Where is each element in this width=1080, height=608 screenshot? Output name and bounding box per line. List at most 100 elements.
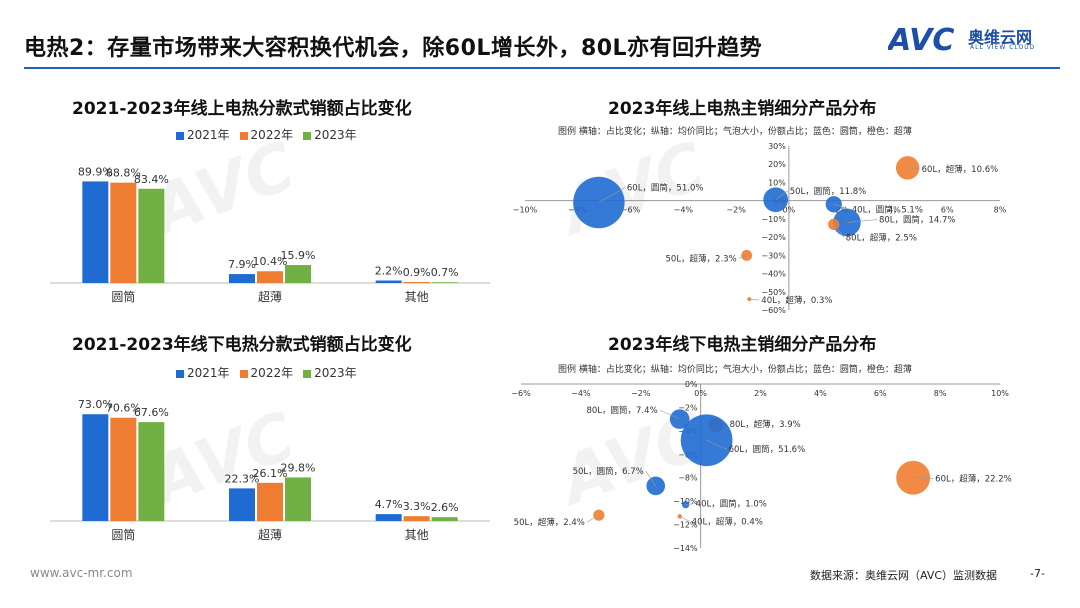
bar — [82, 414, 109, 521]
bubble-chart-offline: −6%−4%−2%0%2%4%6%8%10%0%−2%−4%−6%−8%−10%… — [511, 380, 1011, 553]
page-number: -7- — [1030, 567, 1045, 580]
data-label: 83.4% — [134, 173, 169, 186]
data-label: 67.6% — [134, 406, 169, 419]
legend-item: 2022年 — [239, 364, 294, 381]
x-tick-label: 4% — [888, 206, 901, 215]
x-tick-label: 0% — [694, 389, 707, 398]
legend-label: 2022年 — [250, 366, 294, 380]
bubble — [680, 414, 733, 467]
legend-item: 2023年 — [303, 126, 357, 143]
page-title: 电热2：存量市场带来大容积换代机会，除60L增长外，80L亦有回升趋势 — [24, 36, 763, 61]
data-label: 70.6% — [106, 402, 141, 415]
bar — [375, 280, 402, 283]
legend-label: 2023年 — [314, 128, 357, 142]
x-tick-label: 8% — [934, 389, 947, 398]
bubble — [646, 476, 666, 496]
y-tick-label: 0% — [685, 380, 698, 389]
x-tick-label: 8% — [994, 206, 1007, 215]
x-tick-label: 2% — [754, 389, 767, 398]
header-rule — [24, 67, 1060, 69]
leader-line — [833, 224, 844, 238]
leader-line — [749, 298, 760, 301]
leader-line — [846, 219, 877, 223]
bubble — [828, 218, 840, 231]
y-tick-label: −14% — [673, 544, 698, 553]
chart-title: 2021-2023年线上电热分款式销额占比变化 — [72, 99, 412, 119]
y-tick-label: −12% — [673, 521, 698, 530]
logo-subtitle: ALL VIEW CLOUD — [970, 44, 1036, 51]
bar — [82, 181, 109, 283]
bubble-label: 80L，圆筒，14.7% — [879, 215, 956, 226]
bubble-label: 60L，圆筒，51.0% — [627, 182, 704, 193]
leader-line — [659, 409, 680, 420]
data-label: 29.8% — [281, 461, 316, 474]
bubble — [677, 514, 682, 519]
data-label: 0.9% — [403, 266, 431, 279]
chart-title: 2023年线下电热主销细分产品分布 — [608, 335, 877, 355]
bubble-label: 40L，超薄，0.3% — [761, 295, 832, 306]
avc-logo-icon: AVC — [886, 23, 954, 58]
chart-note: 图例 横轴：占比变化；纵轴：均价同比；气泡大小，份额占比；蓝色：圆筒，橙色：超薄 — [558, 365, 912, 375]
data-label: 26.1% — [253, 467, 288, 480]
x-tick-label: −10% — [513, 206, 538, 215]
legend-swatch — [303, 369, 312, 378]
y-tick-label: −2% — [678, 403, 698, 412]
bar — [403, 516, 430, 521]
bar — [403, 281, 430, 283]
category-label: 圆筒 — [111, 289, 135, 304]
bubble-chart-online: −10%−8%−6%−4%−2%0%2%4%6%8%30%20%10%0%−10… — [513, 142, 1007, 315]
data-label: 22.3% — [225, 472, 260, 485]
y-tick-label: −50% — [761, 288, 786, 297]
x-tick-label: 0% — [783, 206, 796, 215]
legend-item: 2023年 — [303, 364, 357, 381]
category-label: 超薄 — [258, 289, 282, 304]
y-tick-label: −40% — [761, 270, 786, 279]
chart-title: 2023年线上电热主销细分产品分布 — [608, 99, 877, 119]
bar — [229, 488, 255, 521]
chart-legend: 2021年 2022年 2023年 — [176, 364, 357, 381]
x-tick-label: −4% — [674, 206, 694, 215]
logo-text: 奥维云网 — [968, 28, 1033, 47]
bubble-label: 80L，超薄，2.5% — [846, 232, 917, 243]
leader-line — [913, 477, 934, 480]
bubble-label: 40L，超薄，0.4% — [692, 516, 763, 527]
leader-line — [833, 204, 850, 210]
bar — [138, 188, 165, 283]
bar — [110, 182, 137, 283]
bubble — [741, 249, 753, 261]
x-tick-label: 6% — [941, 206, 954, 215]
leader-line — [775, 190, 788, 200]
header: 电热2：存量市场带来大容积换代机会，除60L增长外，80L亦有回升趋势 AVC … — [0, 0, 1080, 69]
bar — [257, 271, 283, 283]
y-tick-label: −60% — [761, 306, 786, 315]
y-tick-label: −10% — [761, 215, 786, 224]
bubble-label: 80L，圆筒，7.4% — [587, 405, 658, 416]
chart-legend: 2021年 2022年 2023年 — [176, 126, 357, 143]
y-tick-label: 20% — [768, 160, 786, 169]
bubble — [747, 297, 752, 302]
x-tick-label: −2% — [726, 206, 746, 215]
bubble — [896, 460, 931, 495]
category-label: 其他 — [405, 528, 429, 542]
data-label: 73.0% — [78, 398, 113, 411]
bubble-label: 40L，圆筒，1.0% — [696, 499, 767, 510]
leader-line — [738, 255, 747, 259]
bubble-label: 40L，圆筒，5.1% — [852, 204, 923, 215]
bubble-label: 60L，圆筒，51.6% — [729, 444, 806, 455]
data-source: 数据来源：奥维云网（AVC）监测数据 — [810, 569, 998, 582]
bar — [285, 477, 311, 521]
legend-label: 2023年 — [314, 366, 357, 380]
leader-line — [706, 439, 727, 450]
chart-note: 图例 横轴：占比变化；纵轴：均价同比；气泡大小，份额占比；蓝色：圆筒，橙色：超薄 — [558, 127, 912, 137]
data-label: 2.6% — [431, 501, 459, 514]
website-url: www.avc-mr.com — [30, 566, 133, 580]
bar — [431, 517, 458, 521]
bubble — [593, 509, 605, 521]
data-label: 7.9% — [228, 258, 256, 271]
data-label: 3.3% — [403, 500, 431, 513]
bar — [431, 282, 458, 283]
x-tick-label: 10% — [991, 389, 1009, 398]
bar — [110, 417, 137, 521]
bubble-label: 50L，超薄，2.3% — [666, 253, 737, 264]
bar-chart-online: 89.9%88.8%83.4% 圆筒 7.9%10.4%15.9% 超薄 2.2% 0.9… — [50, 165, 490, 304]
